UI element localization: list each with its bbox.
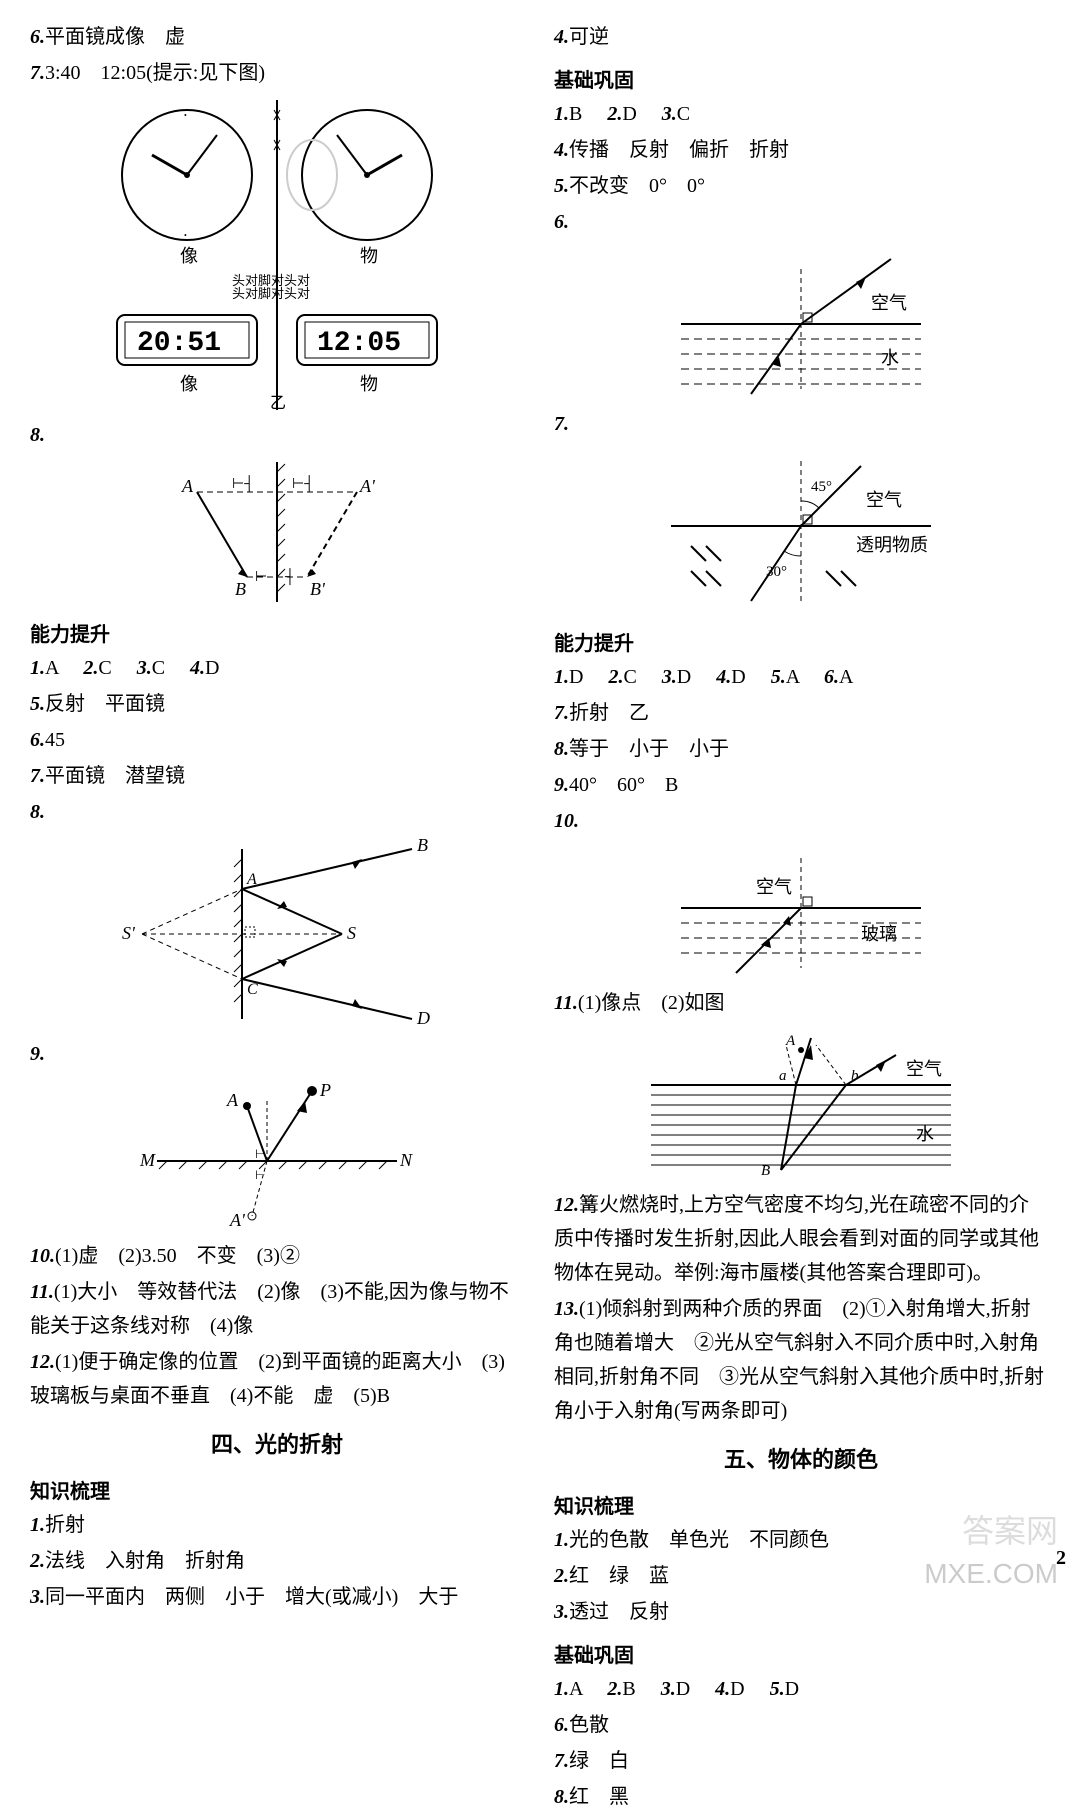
item-b5: 5.不改变 0° 0° <box>554 169 1048 203</box>
watermark-top: 答案网 <box>962 1506 1058 1552</box>
basic-heading-2: 基础巩固 <box>554 1639 1048 1668</box>
item-a8: 8. <box>30 795 524 829</box>
angle-refraction-diagram: 45° 30° 空气 透明物质 <box>554 451 1048 611</box>
svg-text:•: • <box>184 231 187 240</box>
svg-text:D: D <box>416 1008 430 1028</box>
answers-c1-6: 1.D 2.C 3.D 4.D 5.A 6.A <box>554 660 1048 694</box>
svg-text:A: A <box>246 871 257 888</box>
svg-text:M: M <box>139 1150 156 1170</box>
item-k3: 3.同一平面内 两侧 小于 增大(或减小) 大于 <box>30 1580 524 1614</box>
svg-text:水: 水 <box>881 348 899 368</box>
svg-text:A: A <box>181 476 194 496</box>
item-b6: 6. <box>554 205 1048 239</box>
right-column: 4.可逆 基础巩固 1.B 2.D 3.C 4.传播 反射 偏折 折射 5.不改… <box>554 20 1048 1580</box>
item-a6: 6.45 <box>30 723 524 757</box>
svg-text:┤: ┤ <box>284 568 295 586</box>
ability-heading: 能力提升 <box>30 618 524 647</box>
item-d7: 7.绿 白 <box>554 1744 1048 1778</box>
answers-d1-5: 1.A 2.B 3.D 4.D 5.D <box>554 1672 1048 1706</box>
item-c13: 13.(1)倾斜射到两种介质的界面 (2)①入射角增大,折射角也随着增大 ②光从… <box>554 1292 1048 1428</box>
svg-text:•: • <box>184 111 187 120</box>
answers-b1-3: 1.B 2.D 3.C <box>554 97 1048 131</box>
clock-object-label: 物 <box>360 246 378 266</box>
section-4-heading: 四、光的折射 <box>30 1427 524 1459</box>
item-rk3: 3.透过 反射 <box>554 1595 1048 1629</box>
svg-text:⊢┤: ⊢┤ <box>232 475 254 493</box>
svg-text:⊢: ⊢ <box>255 1147 265 1161</box>
section-5-heading: 五、物体的颜色 <box>554 1442 1048 1474</box>
item-a5: 5.反射 平面镜 <box>30 687 524 721</box>
image-point-diagram: a b 空气 水 B A <box>554 1030 1048 1180</box>
svg-text:⊢┤: ⊢┤ <box>292 475 314 493</box>
item-b7: 7. <box>554 407 1048 441</box>
clock-image-label: 像 <box>180 246 198 266</box>
water-refraction-diagram: 空气 水 <box>554 249 1048 399</box>
svg-text:30°: 30° <box>766 564 787 580</box>
svg-text:S: S <box>347 923 356 943</box>
svg-text:⊢: ⊢ <box>255 1168 265 1182</box>
item-c12: 12.篝火燃烧时,上方空气密度不均匀,光在疏密不同的介质中传播时发生折射,因此人… <box>554 1188 1048 1290</box>
item-b4: 4.传播 反射 偏折 折射 <box>554 133 1048 167</box>
svg-text:空气: 空气 <box>866 490 902 510</box>
svg-text:空气: 空气 <box>756 877 792 897</box>
item-r4: 4.可逆 <box>554 20 1048 54</box>
svg-text:⊢: ⊢ <box>255 570 267 585</box>
page-number: 2 <box>1056 1547 1066 1570</box>
svg-text:空气: 空气 <box>871 293 907 313</box>
ray-diagram: S' S A C B D <box>30 839 524 1029</box>
item-k1: 1.折射 <box>30 1508 524 1542</box>
left-column: 6.平面镜成像 虚 7.3:40 12:05(提示:见下图) • • 像 <box>30 20 524 1580</box>
item-a12: 12.(1)便于确定像的位置 (2)到平面镜的距离大小 (3)玻璃板与桌面不垂直… <box>30 1345 524 1413</box>
svg-text:空气: 空气 <box>906 1059 942 1079</box>
item-a11: 11.(1)大小 等效替代法 (2)像 (3)不能,因为像与物不能关于这条线对称… <box>30 1275 524 1343</box>
item-a9: 9. <box>30 1037 524 1071</box>
svg-text:A: A <box>226 1090 239 1110</box>
answers-1-4: 1.A 2.C 3.C 4.D <box>30 651 524 685</box>
item-c7: 7.折射 乙 <box>554 696 1048 730</box>
item-8: 8. <box>30 418 524 452</box>
glass-refraction-diagram: 空气 玻璃 <box>554 848 1048 978</box>
svg-text:B: B <box>235 579 246 599</box>
digital-object-val: 12:05 <box>317 328 401 359</box>
watermark-bottom: MXE.COM <box>924 1558 1058 1590</box>
knowledge-heading: 知识梳理 <box>30 1475 524 1504</box>
item-6: 6.平面镜成像 虚 <box>30 20 524 54</box>
svg-text:像: 像 <box>180 374 198 394</box>
svg-text:S': S' <box>122 923 136 943</box>
item-a10: 10.(1)虚 (2)3.50 不变 (3)② <box>30 1239 524 1273</box>
svg-text:B: B <box>417 839 428 855</box>
clock-diagram: •• 像 物 头对脚对头对 头对脚对头对 20:51 12:05 <box>30 100 524 410</box>
svg-text:a: a <box>779 1068 787 1084</box>
svg-text:B': B' <box>310 579 326 599</box>
item-a7: 7.平面镜 潜望镜 <box>30 759 524 793</box>
item-c10: 10. <box>554 804 1048 838</box>
item-d8: 8.红 黑 <box>554 1780 1048 1814</box>
item-c11: 11.(1)像点 (2)如图 <box>554 986 1048 1020</box>
svg-text:45°: 45° <box>811 479 832 495</box>
item-c9: 9.40° 60° B <box>554 768 1048 802</box>
item-7: 7.3:40 12:05(提示:见下图) <box>30 56 524 90</box>
mirror-ab-diagram: A B A' B' ⊢┤⊢┤ ⊢┤ <box>30 462 524 602</box>
mn-diagram: M N A P A' ⊢ ⊢ <box>30 1081 524 1231</box>
svg-text:物: 物 <box>360 374 378 394</box>
digital-image-val: 20:51 <box>137 328 221 359</box>
svg-text:B: B <box>761 1163 770 1179</box>
svg-text:N: N <box>399 1150 413 1170</box>
svg-text:水: 水 <box>916 1124 934 1144</box>
item-k2: 2.法线 入射角 折射角 <box>30 1544 524 1578</box>
svg-text:玻璃: 玻璃 <box>861 924 897 944</box>
svg-text:A': A' <box>229 1210 246 1230</box>
svg-text:C: C <box>247 981 258 998</box>
svg-text:b: b <box>851 1068 859 1084</box>
ability-heading-r: 能力提升 <box>554 627 1048 656</box>
svg-text:头对脚对头对: 头对脚对头对 <box>232 286 310 301</box>
svg-text:透明物质: 透明物质 <box>856 535 928 555</box>
basic-heading: 基础巩固 <box>554 64 1048 93</box>
item-c8: 8.等于 小于 小于 <box>554 732 1048 766</box>
svg-text:乙: 乙 <box>270 395 286 410</box>
svg-text:P: P <box>319 1081 331 1100</box>
svg-text:A': A' <box>359 476 376 496</box>
svg-text:A: A <box>785 1033 796 1049</box>
item-d6: 6.色散 <box>554 1708 1048 1742</box>
